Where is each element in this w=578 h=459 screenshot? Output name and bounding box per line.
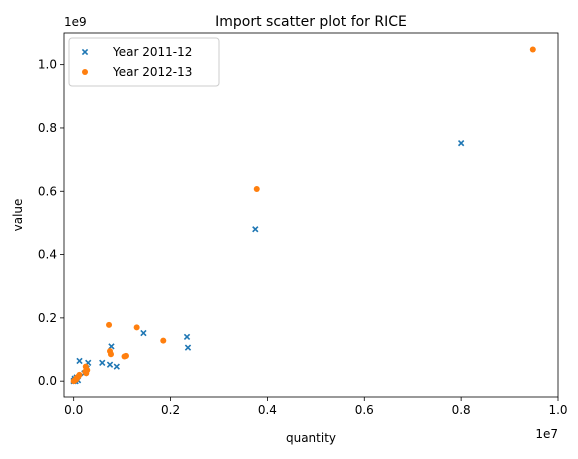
- point-2012-13: [160, 337, 167, 344]
- y-tick-label: 0.0: [38, 374, 57, 388]
- x-tick-label: 0.2: [161, 403, 180, 417]
- y-axis-label: value: [11, 199, 25, 232]
- y-tick-label: 1.0: [38, 58, 57, 72]
- point-2011-12: [108, 343, 115, 350]
- point-2011-12: [183, 333, 191, 341]
- point-2011-12: [140, 329, 147, 337]
- point-2011-12: [113, 363, 120, 370]
- point-2011-12: [252, 226, 259, 233]
- y-tick-label: 0.8: [38, 121, 57, 135]
- point-2012-13: [107, 351, 114, 358]
- chart-title: Import scatter plot for RICE: [215, 14, 407, 30]
- point-2011-12: [106, 361, 114, 368]
- y-tick-label: 0.4: [38, 248, 57, 262]
- legend: Year 2011-12 Year 2012-13: [68, 37, 220, 87]
- legend-box: [68, 37, 220, 87]
- point-2012-13: [106, 321, 113, 328]
- plot-frame: [63, 32, 559, 398]
- legend-label: Year 2011-12: [112, 45, 192, 59]
- x-tick-label: 0.0: [64, 403, 83, 417]
- x-tick-label: 1.0: [548, 403, 567, 417]
- data-points: [70, 46, 536, 385]
- point-2011-12: [76, 357, 83, 365]
- legend-label: Year 2012-13: [112, 65, 192, 79]
- point-2012-13: [70, 378, 77, 385]
- point-2012-13: [253, 186, 260, 193]
- point-2011-12: [457, 139, 465, 147]
- point-2012-13: [133, 324, 140, 331]
- point-2011-12: [184, 344, 192, 351]
- legend-marker: [81, 48, 89, 56]
- x-offset-label: 1e7: [535, 427, 558, 441]
- plot-area: [64, 33, 558, 397]
- axis-ticks: 0.0 0.2 0.4 0.6 0.8 1.0 0.0 0.2 0.4 0.6 0.8 1.0: [38, 58, 568, 417]
- x-tick-label: 0.8: [452, 403, 471, 417]
- y-tick-label: 0.2: [38, 311, 57, 325]
- x-axis-label: quantity: [286, 431, 336, 445]
- x-tick-label: 0.4: [258, 403, 277, 417]
- point-2012-13: [529, 46, 536, 53]
- point-2012-13: [121, 353, 128, 360]
- y-offset-label: 1e9: [64, 15, 87, 29]
- x-tick-label: 0.6: [355, 403, 374, 417]
- point-2011-12: [99, 359, 106, 366]
- point-2012-13: [83, 370, 90, 377]
- y-tick-label: 0.6: [38, 184, 57, 198]
- legend-marker: [82, 69, 88, 75]
